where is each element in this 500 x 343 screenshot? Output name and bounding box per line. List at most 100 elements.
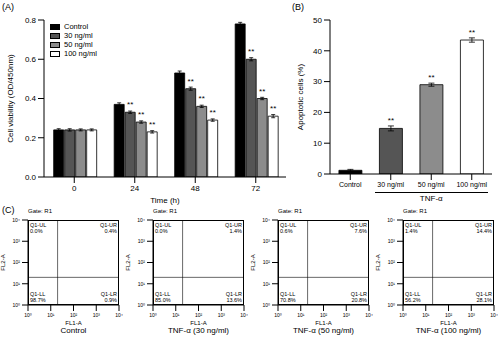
svg-text:**: ** — [127, 100, 133, 109]
svg-text:10²: 10² — [13, 259, 21, 265]
svg-text:10⁴: 10⁴ — [387, 217, 395, 223]
svg-text:10¹: 10¹ — [263, 281, 271, 287]
svg-text:FL1-A: FL1-A — [440, 320, 456, 325]
html-text:98.7%: 98.7% — [30, 297, 46, 303]
svg-text:100 ng/ml: 100 ng/ml — [456, 181, 487, 189]
html-text:Q1-LL: Q1-LL — [30, 291, 46, 297]
html-text:50 ng/ml: 50 ng/ml — [64, 40, 93, 49]
svg-text:10⁴: 10⁴ — [12, 217, 20, 223]
svg-text:10²: 10² — [320, 312, 328, 318]
svg-text:**: ** — [149, 120, 155, 129]
html-text:100 ng/ml: 100 ng/ml — [64, 49, 97, 58]
svg-text:10²: 10² — [445, 312, 453, 318]
svg-text:10¹: 10¹ — [13, 281, 21, 287]
html-text:Q1-UL: Q1-UL — [30, 222, 47, 228]
svg-text:10²: 10² — [388, 259, 396, 265]
svg-text:10³: 10³ — [263, 238, 271, 244]
svg-text:10¹: 10¹ — [172, 312, 180, 318]
svg-text:30 ng/ml: 30 ng/ml — [377, 181, 404, 189]
svg-text:0: 0 — [318, 170, 323, 179]
svg-text:**: ** — [469, 28, 475, 37]
svg-text:10⁴: 10⁴ — [490, 312, 492, 318]
svg-text:**: ** — [188, 77, 194, 86]
svg-text:10⁰: 10⁰ — [387, 302, 395, 308]
svg-text:10⁴: 10⁴ — [365, 312, 373, 318]
svg-text:Time (h): Time (h) — [150, 196, 180, 205]
svg-text:10⁰: 10⁰ — [149, 312, 157, 318]
svg-text:Control: Control — [339, 181, 362, 188]
html-text:TNF-α (50 ng/ml): TNF-α (50 ng/ml) — [293, 326, 354, 335]
svg-text:10¹: 10¹ — [297, 312, 305, 318]
svg-text:10³: 10³ — [93, 312, 101, 318]
svg-text:10¹: 10¹ — [422, 312, 430, 318]
svg-text:**: ** — [270, 104, 276, 113]
html-text:TNF-α: TNF-α — [419, 194, 443, 203]
html-text:(C): (C) — [2, 205, 15, 215]
svg-text:**: ** — [199, 94, 205, 103]
svg-text:**: ** — [138, 110, 144, 119]
svg-text:10⁰: 10⁰ — [137, 302, 145, 308]
svg-text:FL2-A: FL2-A — [125, 254, 131, 270]
html-text:Q1-UR: Q1-UR — [99, 222, 117, 228]
svg-text:10⁴: 10⁴ — [137, 217, 145, 223]
svg-text:30: 30 — [313, 77, 322, 86]
svg-text:50: 50 — [313, 16, 322, 25]
svg-text:Cell viability (OD/450nm): Cell viability (OD/450nm) — [8, 54, 15, 143]
svg-text:0.0: 0.0 — [25, 173, 37, 182]
svg-text:40: 40 — [313, 47, 322, 56]
svg-text:10³: 10³ — [138, 238, 146, 244]
svg-text:10³: 10³ — [218, 312, 226, 318]
svg-text:0.6: 0.6 — [25, 55, 37, 64]
html-text:Control: Control — [64, 22, 89, 31]
svg-text:10²: 10² — [138, 259, 146, 265]
html-text:0.4%: 0.4% — [104, 228, 117, 234]
svg-text:0: 0 — [72, 184, 77, 193]
html-text:30 ng/ml: 30 ng/ml — [64, 31, 93, 40]
svg-text:10³: 10³ — [13, 238, 21, 244]
svg-text:10⁰: 10⁰ — [262, 302, 270, 308]
svg-text:0.8: 0.8 — [25, 16, 37, 25]
svg-text:**: ** — [388, 116, 394, 125]
svg-text:10⁰: 10⁰ — [399, 312, 407, 318]
svg-text:10²: 10² — [195, 312, 203, 318]
svg-text:48: 48 — [191, 184, 200, 193]
html-text:0.0%: 0.0% — [30, 228, 43, 234]
svg-text:20: 20 — [313, 108, 322, 117]
svg-text:FL2-A: FL2-A — [375, 254, 381, 270]
html-text:Gate: R1: Gate: R1 — [28, 208, 52, 214]
svg-text:FL2-A: FL2-A — [250, 254, 256, 270]
svg-text:10⁰: 10⁰ — [24, 312, 32, 318]
svg-text:FL1-A: FL1-A — [190, 320, 206, 325]
svg-text:**: ** — [428, 73, 434, 82]
svg-text:50 ng/ml: 50 ng/ml — [418, 181, 445, 189]
svg-text:10³: 10³ — [468, 312, 476, 318]
html-text:(A): (A) — [2, 2, 14, 12]
svg-text:10: 10 — [313, 139, 322, 148]
svg-text:**: ** — [259, 87, 265, 96]
svg-text:24: 24 — [130, 184, 139, 193]
svg-text:10²: 10² — [70, 312, 78, 318]
svg-text:0.2: 0.2 — [25, 134, 37, 143]
svg-text:**: ** — [248, 47, 254, 56]
svg-text:10¹: 10¹ — [138, 281, 146, 287]
html-text:TNF-α (100 ng/ml): TNF-α (100 ng/ml) — [415, 326, 482, 335]
svg-text:FL1-A: FL1-A — [315, 320, 331, 325]
svg-text:0.4: 0.4 — [25, 94, 37, 103]
svg-text:10¹: 10¹ — [47, 312, 55, 318]
html-text:TNF-α (30 ng/ml): TNF-α (30 ng/ml) — [168, 326, 229, 335]
svg-text:10⁰: 10⁰ — [274, 312, 282, 318]
svg-text:Apoptotic cells (%): Apoptotic cells (%) — [296, 64, 305, 131]
svg-text:10⁴: 10⁴ — [115, 312, 123, 318]
svg-text:10⁰: 10⁰ — [12, 302, 20, 308]
svg-text:10³: 10³ — [388, 238, 396, 244]
html-text:Control: Control — [60, 326, 87, 335]
svg-text:FL1-A: FL1-A — [65, 320, 81, 325]
svg-text:10¹: 10¹ — [388, 281, 396, 287]
html-text:(B): (B) — [292, 2, 304, 12]
svg-text:10³: 10³ — [343, 312, 351, 318]
svg-text:**: ** — [210, 108, 216, 117]
svg-text:10²: 10² — [263, 259, 271, 265]
svg-text:10⁴: 10⁴ — [262, 217, 270, 223]
svg-text:72: 72 — [251, 184, 260, 193]
svg-text:10⁴: 10⁴ — [240, 312, 248, 318]
